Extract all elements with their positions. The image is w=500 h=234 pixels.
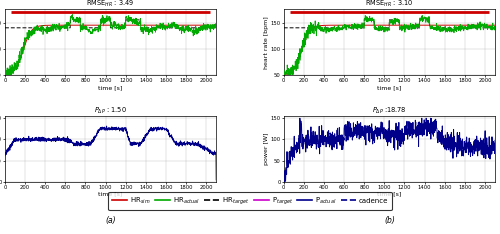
- X-axis label: time [s]: time [s]: [98, 85, 123, 90]
- X-axis label: time [s]: time [s]: [377, 192, 402, 197]
- Y-axis label: power [W]: power [W]: [264, 133, 269, 165]
- Text: (a): (a): [106, 216, 116, 225]
- X-axis label: time [s]: time [s]: [98, 192, 123, 197]
- Title: $P_{\Delta P}$ :18.78: $P_{\Delta P}$ :18.78: [372, 106, 406, 116]
- X-axis label: time [s]: time [s]: [377, 85, 402, 90]
- Title: $P_{\Delta P}$ : 1.50: $P_{\Delta P}$ : 1.50: [94, 106, 127, 116]
- Legend: HR$_{sim}$, HR$_{actual}$, HR$_{target}$, P$_{target}$, P$_{actual}$, cadence: HR$_{sim}$, HR$_{actual}$, HR$_{target}$…: [108, 192, 392, 210]
- Title: RMSE$_{HR}$ : 3.49: RMSE$_{HR}$ : 3.49: [86, 0, 135, 9]
- Y-axis label: heart rate [bpm]: heart rate [bpm]: [264, 16, 269, 69]
- Text: (b): (b): [384, 216, 395, 225]
- Title: RMSE$_{HR}$ : 3.10: RMSE$_{HR}$ : 3.10: [365, 0, 414, 9]
